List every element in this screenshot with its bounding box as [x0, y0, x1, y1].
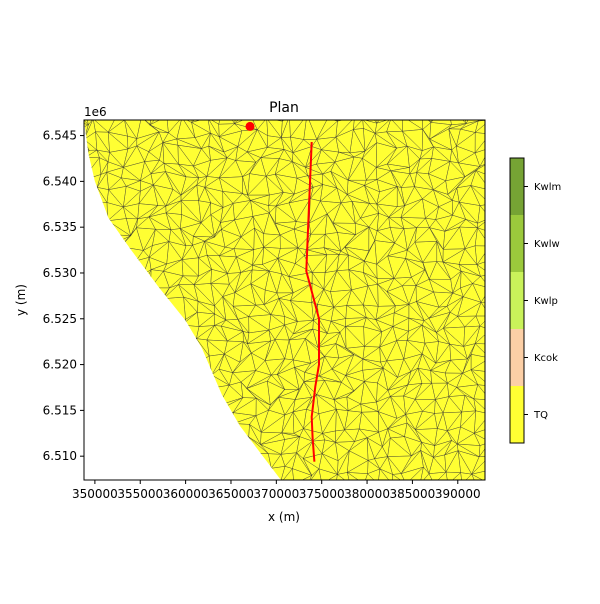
- colorbar: Kwlm Kwlw Kwlp Kcok TQ: [509, 157, 561, 444]
- y-tick-label: 6.545: [43, 129, 77, 143]
- y-tick-label: 6.525: [43, 312, 77, 326]
- x-tick-label: 375000: [299, 487, 345, 501]
- colorbar-segment: [510, 272, 524, 329]
- x-tick-label: 360000: [163, 487, 209, 501]
- colorbar-label: Kwlw: [534, 239, 560, 250]
- x-tick-label: 350000: [72, 487, 118, 501]
- y-tick-label: 6.535: [43, 220, 77, 234]
- colorbar-segment: [510, 215, 524, 272]
- colorbar-frame: [509, 157, 525, 444]
- colorbar-label: Kwlm: [534, 182, 561, 193]
- x-tick-label: 385000: [390, 487, 436, 501]
- y-axis-label: y (m): [14, 284, 28, 316]
- x-tick-label: 380000: [344, 487, 390, 501]
- colorbar-label: Kwlp: [534, 296, 558, 307]
- y-tick-label: 6.515: [43, 403, 77, 417]
- colorbar-label: TQ: [533, 410, 548, 421]
- x-axis-label: x (m): [268, 510, 300, 524]
- plot-area: [84, 120, 485, 480]
- x-tick-label: 370000: [253, 487, 299, 501]
- colorbar-label: Kcok: [534, 353, 558, 364]
- chart-title: Plan: [269, 100, 299, 116]
- y-offset-label: 1e6: [84, 105, 107, 119]
- y-ticks: 6.510 6.515 6.520 6.525 6.530 6.535 6.540 6.545: [43, 129, 84, 463]
- y-tick-label: 6.520: [43, 358, 77, 372]
- x-tick-label: 355000: [117, 487, 163, 501]
- colorbar-segment: [510, 329, 524, 386]
- section-line: [305, 141, 320, 462]
- y-tick-label: 6.540: [43, 174, 77, 188]
- colorbar-segment: [510, 158, 524, 215]
- y-tick-label: 6.530: [43, 266, 77, 280]
- x-tick-label: 390000: [435, 487, 481, 501]
- x-tick-label: 365000: [208, 487, 254, 501]
- axes-frame: [83, 119, 486, 481]
- y-tick-label: 6.510: [43, 449, 77, 463]
- x-ticks: 350000 355000 360000 365000 370000 375000 3800…: [72, 480, 481, 501]
- domain-fill: [84, 120, 485, 480]
- colorbar-segment: [510, 386, 524, 443]
- marker-point: [245, 121, 255, 131]
